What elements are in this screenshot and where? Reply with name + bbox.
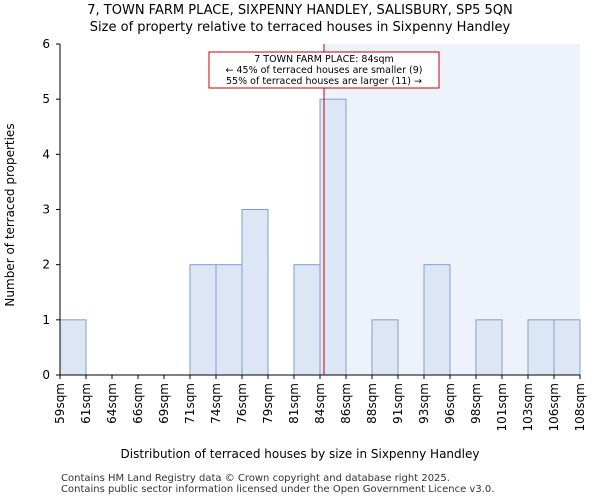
annotation-smaller: ← 45% of terraced houses are smaller (9): [226, 65, 423, 76]
y-tick-label: 5: [42, 92, 50, 106]
histogram-bar: [215, 264, 243, 376]
x-tick-label: 66sqm: [131, 383, 145, 424]
x-tick-label: 69sqm: [157, 383, 171, 424]
chart-subtitle: Size of property relative to terraced ho…: [89, 20, 511, 35]
histogram-bar: [371, 319, 399, 376]
histogram-bar: [293, 264, 321, 376]
histogram-bar: [553, 319, 581, 376]
x-tick-label: 91sqm: [391, 383, 405, 424]
x-tick-label: 74sqm: [209, 383, 223, 424]
y-tick-label: 4: [42, 147, 50, 161]
y-tick-label: 6: [42, 37, 50, 51]
y-tick-label: 2: [42, 258, 50, 272]
x-tick-label: 106sqm: [547, 383, 561, 431]
x-tick-label: 86sqm: [339, 383, 353, 424]
histogram-bar: [423, 264, 451, 376]
x-tick-label: 81sqm: [287, 383, 301, 424]
histogram-bar: [475, 319, 503, 376]
x-tick-label: 59sqm: [53, 383, 67, 424]
y-axis-label: Number of terraced properties: [3, 123, 17, 306]
y-tick-label: 1: [42, 313, 50, 327]
x-tick-label: 61sqm: [79, 383, 93, 424]
histogram-bar: [241, 209, 269, 376]
x-axis-label: Distribution of terraced houses by size …: [121, 447, 480, 461]
annotation-box: [208, 51, 440, 89]
x-tick-label: 88sqm: [365, 383, 379, 424]
x-tick-label: 76sqm: [235, 383, 249, 424]
x-tick-label: 98sqm: [469, 383, 483, 424]
x-tick-label: 79sqm: [261, 383, 275, 424]
chart-title: 7, TOWN FARM PLACE, SIXPENNY HANDLEY, SA…: [87, 3, 513, 18]
x-tick-label: 84sqm: [313, 383, 327, 424]
histogram-bar: [59, 319, 87, 376]
annotation-title: 7 TOWN FARM PLACE: 84sqm: [254, 54, 394, 65]
y-tick-label: 3: [42, 203, 50, 217]
x-tick-label: 93sqm: [417, 383, 431, 424]
footer-copyright: Contains HM Land Registry data © Crown c…: [61, 473, 450, 484]
histogram-bar: [189, 264, 217, 376]
x-tick-label: 108sqm: [573, 383, 587, 431]
x-tick-label: 96sqm: [443, 383, 457, 424]
footer-licence: Contains public sector information licen…: [61, 484, 495, 495]
x-tick-label: 103sqm: [521, 383, 535, 431]
x-tick-label: 101sqm: [495, 383, 509, 431]
annotation-larger: 55% of terraced houses are larger (11) →: [226, 76, 422, 87]
x-tick-label: 64sqm: [105, 383, 119, 424]
y-tick-label: 0: [42, 368, 50, 382]
histogram-bar: [527, 319, 555, 376]
x-tick-label: 71sqm: [183, 383, 197, 424]
